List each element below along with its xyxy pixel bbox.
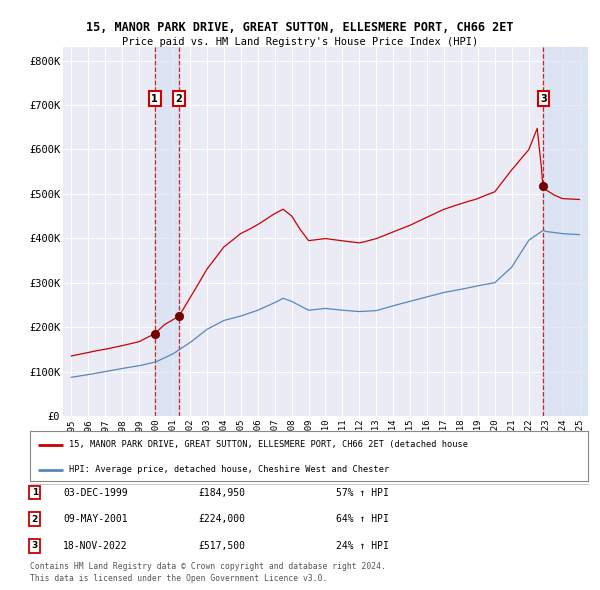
Text: 3: 3 <box>540 94 547 104</box>
Text: £184,950: £184,950 <box>198 488 245 497</box>
Text: £517,500: £517,500 <box>198 541 245 550</box>
Text: 57% ↑ HPI: 57% ↑ HPI <box>336 488 389 497</box>
Text: 1: 1 <box>151 94 158 104</box>
Text: This data is licensed under the Open Government Licence v3.0.: This data is licensed under the Open Gov… <box>30 573 328 583</box>
Text: 2: 2 <box>32 514 38 524</box>
Bar <box>544 47 588 416</box>
Text: 18-NOV-2022: 18-NOV-2022 <box>63 541 128 550</box>
Text: 09-MAY-2001: 09-MAY-2001 <box>63 514 128 524</box>
Text: HPI: Average price, detached house, Cheshire West and Chester: HPI: Average price, detached house, Ches… <box>69 466 389 474</box>
Text: 15, MANOR PARK DRIVE, GREAT SUTTON, ELLESMERE PORT, CH66 2ET: 15, MANOR PARK DRIVE, GREAT SUTTON, ELLE… <box>86 21 514 34</box>
Text: Price paid vs. HM Land Registry's House Price Index (HPI): Price paid vs. HM Land Registry's House … <box>122 37 478 47</box>
Text: 03-DEC-1999: 03-DEC-1999 <box>63 488 128 497</box>
Text: 3: 3 <box>32 541 38 550</box>
Text: Contains HM Land Registry data © Crown copyright and database right 2024.: Contains HM Land Registry data © Crown c… <box>30 562 386 571</box>
Text: 15, MANOR PARK DRIVE, GREAT SUTTON, ELLESMERE PORT, CH66 2ET (detached house: 15, MANOR PARK DRIVE, GREAT SUTTON, ELLE… <box>69 440 468 449</box>
Text: 2: 2 <box>176 94 182 104</box>
Text: £224,000: £224,000 <box>198 514 245 524</box>
Text: 24% ↑ HPI: 24% ↑ HPI <box>336 541 389 550</box>
Text: 64% ↑ HPI: 64% ↑ HPI <box>336 514 389 524</box>
Text: 1: 1 <box>32 488 38 497</box>
Bar <box>155 47 179 416</box>
